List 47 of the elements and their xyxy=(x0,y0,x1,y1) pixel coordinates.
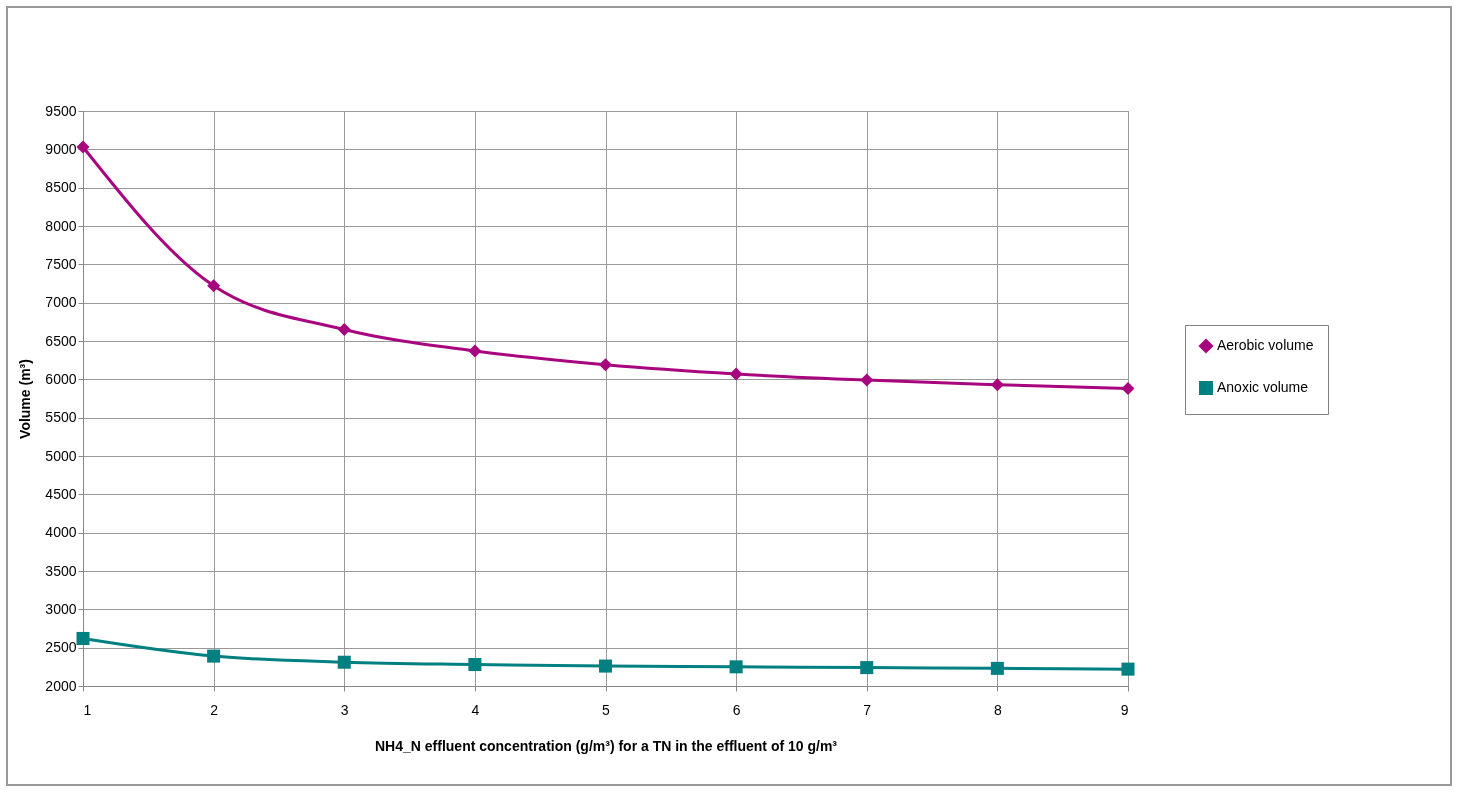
x-tick-label: 2 xyxy=(210,701,219,718)
y-tick-label: 9000 xyxy=(45,140,77,157)
point xyxy=(1121,662,1135,676)
point xyxy=(598,659,613,673)
point xyxy=(468,658,482,672)
x-tick-label: 6 xyxy=(732,701,741,718)
point xyxy=(207,649,221,663)
y-tick-label: 5000 xyxy=(45,447,77,464)
point xyxy=(337,655,351,669)
x-tick-label: 9 xyxy=(1120,701,1129,718)
y-tick-label: 7000 xyxy=(45,294,77,311)
x-tick-label: 1 xyxy=(83,701,92,718)
y-tick-label: 3500 xyxy=(45,562,77,579)
point xyxy=(860,373,874,387)
y-tick-label: 5500 xyxy=(45,409,77,426)
y-tick-label: 2500 xyxy=(45,639,77,656)
point xyxy=(729,660,743,674)
y-tick-label: 8000 xyxy=(45,217,77,234)
point xyxy=(468,344,482,358)
point xyxy=(598,358,613,372)
point xyxy=(860,661,874,675)
x-tick-label: 3 xyxy=(340,701,349,718)
legend-label: Anoxic volume xyxy=(1217,379,1309,395)
point xyxy=(207,279,221,293)
y-tick-label: 6500 xyxy=(45,332,77,349)
point xyxy=(729,367,743,381)
y-tick-label: 3000 xyxy=(45,600,77,617)
y-tick-label: 4500 xyxy=(45,485,77,502)
y-tick-label: 9500 xyxy=(45,102,77,119)
point xyxy=(76,140,90,154)
y-tick-label: 4000 xyxy=(45,524,77,541)
point xyxy=(990,378,1004,392)
legend-label: Aerobic volume xyxy=(1217,337,1314,353)
y-tick-label: 7500 xyxy=(45,255,77,272)
x-tick-label: 8 xyxy=(993,701,1002,718)
x-tick-label: 4 xyxy=(471,701,480,718)
point xyxy=(337,322,351,337)
y-tick-label: 6000 xyxy=(45,370,77,387)
y-tick-label: 2000 xyxy=(45,677,77,694)
x-tick-label: 5 xyxy=(602,701,611,718)
x-tick-label: 7 xyxy=(863,701,872,718)
x-axis-title: NH4_N effluent concentration (g/m³) for a TN in the effluent of 10 g/m³ xyxy=(374,737,838,754)
point xyxy=(1121,382,1135,396)
y-axis-title: Volume (m³) xyxy=(17,359,34,439)
point xyxy=(990,661,1004,675)
y-tick-label: 8500 xyxy=(45,179,77,196)
point xyxy=(76,631,90,645)
